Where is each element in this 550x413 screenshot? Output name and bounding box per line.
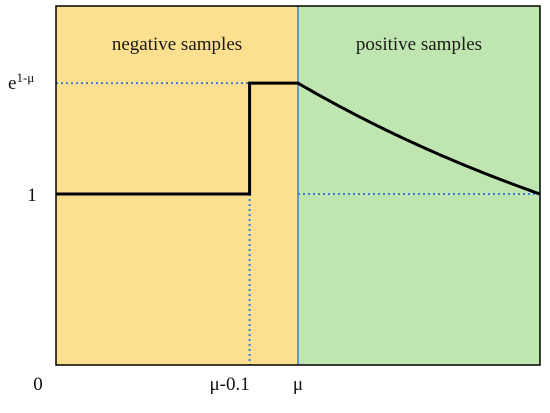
series-line [56,81,541,196]
region-label-positive: positive samples [356,34,482,55]
axes [55,5,541,366]
regions [56,6,540,365]
region-positive [298,6,540,365]
region-label-negative: negative samples [112,34,242,55]
y-tick-label-exp-sup: 1-μ [16,70,34,85]
series [56,81,541,196]
labels: negative samples positive samples 0 μ-0.1 μ 1… [8,34,482,395]
y-tick-label-exp-base: e [8,73,16,94]
region-negative [56,6,298,365]
y-tick-label-exp: e1-μ [8,70,34,94]
x-tick-label-mu: μ [293,374,303,395]
plot-frame [55,5,541,366]
x-tick-label-mu-01: μ-0.1 [209,374,249,395]
y-tick-label-1: 1 [27,185,37,206]
x-tick-label-0: 0 [33,374,43,395]
